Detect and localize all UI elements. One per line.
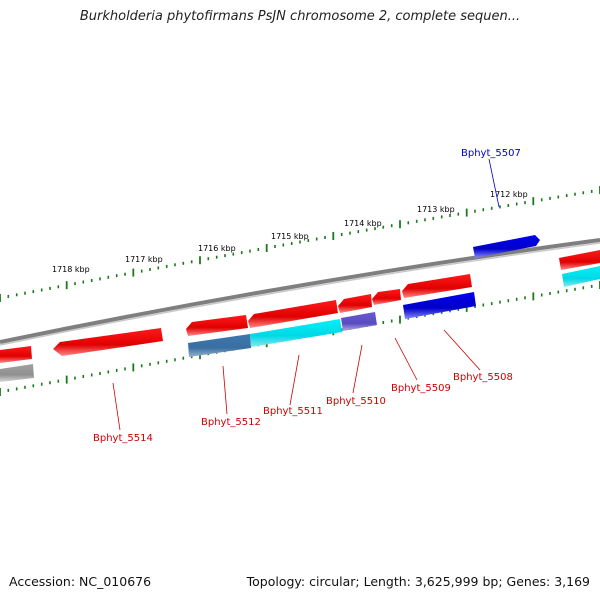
backbone xyxy=(0,238,600,344)
tick-labels: 1718 kbp 1717 kbp 1716 kbp 1715 kbp 1714… xyxy=(52,190,528,274)
forward-strand-genes xyxy=(473,235,600,270)
backbone-shadow xyxy=(0,242,600,346)
cds-cyan-edge[interactable] xyxy=(562,266,600,287)
gene-label-bphyt-5508[interactable]: Bphyt_5508 xyxy=(453,372,513,383)
gene-arrow-bphyt-5507[interactable] xyxy=(473,235,540,258)
gene-label-bphyt-5510[interactable]: Bphyt_5510 xyxy=(326,396,386,407)
gene-label-bphyt-5509[interactable]: Bphyt_5509 xyxy=(391,383,451,394)
tick-label: 1717 kbp xyxy=(125,255,163,264)
leader-line xyxy=(112,382,121,431)
gene-labels: Bphyt_5507 Bphyt_5508 Bphyt_5509 Bphyt_5… xyxy=(93,148,521,444)
map-title: Burkholderia phytofirmans PsJN chromosom… xyxy=(79,9,521,24)
leader-line xyxy=(394,337,418,381)
cds-blue[interactable] xyxy=(403,292,476,319)
tick-label: 1715 kbp xyxy=(271,232,309,241)
gene-arrow-left-edge-red[interactable] xyxy=(0,346,32,363)
cds-purple[interactable] xyxy=(341,312,377,331)
tick-label: 1716 kbp xyxy=(198,244,236,253)
leader-line xyxy=(289,354,300,406)
cds-steel[interactable] xyxy=(188,334,251,357)
gene-arrow-bphyt-5514[interactable] xyxy=(53,328,163,356)
leader-line xyxy=(443,329,481,371)
gene-arrow-left-edge-grey[interactable] xyxy=(0,364,34,382)
gene-arrow-bphyt-5511[interactable] xyxy=(248,300,338,328)
leader-line xyxy=(222,365,228,415)
tick-label: 1712 kbp xyxy=(490,190,528,199)
gene-arrow-bphyt-5510[interactable] xyxy=(338,294,372,313)
gene-label-bphyt-5514[interactable]: Bphyt_5514 xyxy=(93,433,153,444)
gene-label-bphyt-5512[interactable]: Bphyt_5512 xyxy=(201,417,261,428)
gene-leader-lines xyxy=(112,158,500,431)
reverse-strand-genes xyxy=(0,266,600,382)
gene-label-bphyt-5511[interactable]: Bphyt_5511 xyxy=(263,406,323,417)
tick-label: 1713 kbp xyxy=(417,205,455,214)
scale-ticks-outer xyxy=(0,186,600,302)
cds-cyan[interactable] xyxy=(250,319,342,347)
leader-line xyxy=(488,158,500,208)
gene-arrow-bphyt-5512[interactable] xyxy=(186,315,248,336)
gene-arrow-edge[interactable] xyxy=(559,250,600,270)
leader-line xyxy=(352,344,363,394)
gene-arrow-bphyt-5509[interactable] xyxy=(372,289,401,305)
tick-label: 1714 kbp xyxy=(344,219,382,228)
accession-label: Accession: NC_010676 xyxy=(9,574,152,589)
gene-arrow-bphyt-5508[interactable] xyxy=(402,274,472,298)
gene-label-bphyt-5507[interactable]: Bphyt_5507 xyxy=(461,148,521,159)
topology-label: Topology: circular; Length: 3,625,999 bp… xyxy=(246,574,590,589)
tick-label: 1718 kbp xyxy=(52,265,90,274)
